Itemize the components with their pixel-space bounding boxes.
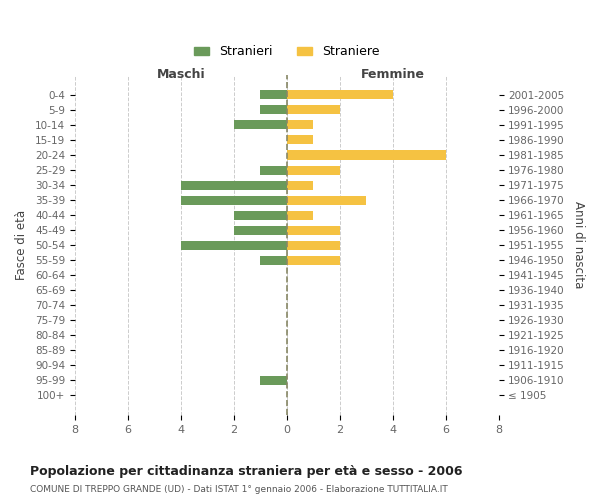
Bar (234, 120, 287, 130)
Bar (287, 120, 313, 130)
Bar (287, 240, 340, 250)
Bar (287, 196, 366, 204)
Bar (181, 240, 287, 250)
Y-axis label: Fasce di età: Fasce di età (15, 210, 28, 280)
Legend: Stranieri, Straniere: Stranieri, Straniere (189, 40, 385, 64)
Text: COMUNE DI TREPPO GRANDE (UD) - Dati ISTAT 1° gennaio 2006 - Elaborazione TUTTITA: COMUNE DI TREPPO GRANDE (UD) - Dati ISTA… (30, 485, 448, 494)
Bar (260, 256, 287, 264)
Bar (287, 150, 446, 160)
Bar (287, 180, 313, 190)
Bar (287, 136, 313, 144)
Bar (260, 106, 287, 114)
Text: Femmine: Femmine (361, 68, 425, 82)
Bar (260, 166, 287, 174)
Bar (234, 226, 287, 234)
Text: Popolazione per cittadinanza straniera per età e sesso - 2006: Popolazione per cittadinanza straniera p… (30, 465, 463, 478)
Bar (260, 90, 287, 100)
Bar (287, 256, 340, 264)
Bar (181, 180, 287, 190)
Bar (287, 210, 313, 220)
Bar (287, 166, 340, 174)
Bar (287, 90, 392, 100)
Bar (287, 106, 340, 114)
Bar (234, 210, 287, 220)
Bar (287, 226, 340, 234)
Text: Maschi: Maschi (157, 68, 205, 82)
Bar (260, 376, 287, 385)
Bar (181, 196, 287, 204)
Y-axis label: Anni di nascita: Anni di nascita (572, 202, 585, 289)
